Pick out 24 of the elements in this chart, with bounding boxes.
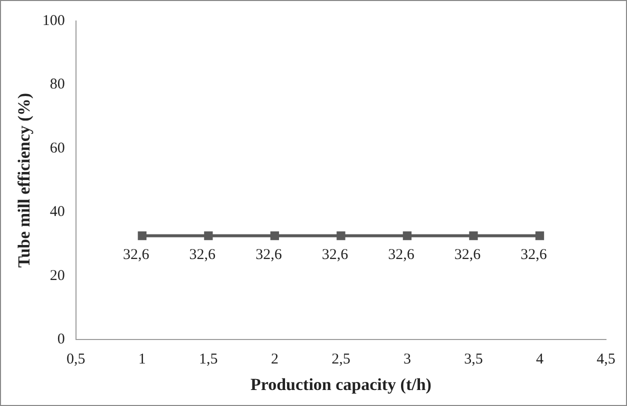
x-tick-label: 1,5 bbox=[199, 352, 218, 368]
y-tick-label: 20 bbox=[50, 268, 65, 284]
y-tick-label: 80 bbox=[50, 76, 65, 93]
y-tick-label: 40 bbox=[50, 204, 65, 220]
data-label: 32,6 bbox=[454, 247, 482, 264]
data-label: 32,6 bbox=[123, 247, 150, 264]
data-label: 32,6 bbox=[189, 247, 216, 264]
data-label: 32,6 bbox=[520, 247, 548, 264]
x-tick-label: 4 bbox=[536, 352, 544, 368]
x-tick-label: 4,5 bbox=[596, 352, 616, 368]
data-label: 32,6 bbox=[322, 247, 349, 264]
x-tick-label: 1 bbox=[138, 352, 146, 368]
data-label: 32,6 bbox=[256, 247, 282, 264]
x-tick-label: 0,5 bbox=[66, 352, 86, 368]
y-tick-label: 60 bbox=[50, 140, 65, 156]
y-tick-label: 0 bbox=[57, 332, 65, 348]
y-axis-title: Tube mill efficiency (%) bbox=[14, 93, 34, 268]
x-tick-label: 3,5 bbox=[464, 352, 483, 368]
x-tick-label: 2,5 bbox=[332, 352, 350, 368]
x-tick-label: 2 bbox=[270, 352, 278, 368]
y-tick-label: 100 bbox=[42, 12, 65, 29]
x-tick-label: 3 bbox=[403, 352, 411, 368]
data-label: 32,6 bbox=[388, 247, 415, 264]
x-axis-title: Production capacity (t/h) bbox=[250, 375, 432, 394]
